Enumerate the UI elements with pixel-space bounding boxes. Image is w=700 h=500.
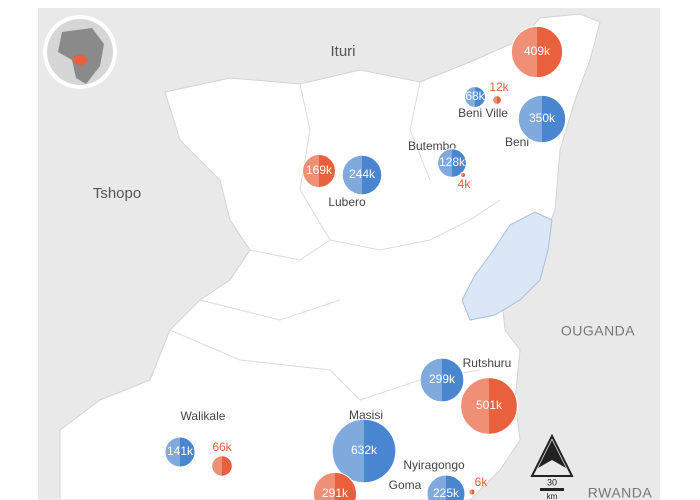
bubble-shade [420,358,442,402]
place-label: Beni Ville [458,106,508,120]
bubble-circle [426,474,466,500]
bubble-label: 128k [439,155,466,169]
province-area [59,13,601,500]
bubble-shade [342,155,362,195]
lake [461,211,553,321]
bubble-shade [468,488,472,496]
bubble-circle [468,488,476,496]
bubble: 244k [341,154,383,196]
bubble-circle [341,154,383,196]
bubble: 68k [464,86,486,108]
bubble-shade [518,95,542,143]
bubble-label: 350k [529,111,556,125]
bubble: 12k [489,80,510,105]
place-label: Goma [389,478,422,492]
bubble-label: 409k [524,44,551,58]
bubble-shade [492,95,497,105]
bubble: 501k [460,377,518,435]
bubble-label: 225k [433,486,460,500]
place-label: Beni [505,135,529,149]
bubble-circle [419,357,465,403]
bubble-circle [302,154,336,188]
place-label: Tshopo [93,185,141,202]
bubble: 66k [211,440,233,477]
bubble: 299k [419,357,465,403]
place-label: Rutshuru [463,356,512,370]
scale-value: 30 [547,477,557,487]
bubble-circle [510,25,564,79]
bubble-circle [331,418,397,484]
bubble: 291k [312,471,358,500]
bubble-circle [164,436,196,468]
bubble: 128k [437,148,467,178]
place-label: Walikale [181,409,226,423]
bubble-shade [460,172,463,178]
bubble-shade [464,86,475,108]
bubble-label: 141k [167,444,194,458]
bubble: 4k [458,171,472,191]
bubble-label: 299k [429,372,456,386]
bubble-shade [427,475,446,500]
bubble-circle [460,377,518,435]
place-label: Butembo [408,139,456,153]
bubble-circle [464,86,486,108]
place-label: Masisi [349,408,383,422]
place-label: Ituri [330,43,355,60]
bubble-shade [211,455,222,477]
bubble-shade [313,472,335,500]
bubble: 225k [426,474,466,500]
bubble-circle [459,171,467,179]
bubble-circle [517,94,567,144]
bubble-label: 68k [465,89,485,103]
north-frame [530,433,574,477]
scale-bar-segment [540,488,564,491]
bubble-label: 501k [476,398,503,412]
bubble-shade [302,154,319,188]
bubble-label: 6k [475,475,489,489]
north-arrow [538,440,566,468]
bubble-label: 66k [212,440,232,454]
place-label: Nyiragongo [403,458,465,472]
bubble-label: 291k [322,486,349,500]
bubble-shade [332,419,364,483]
bubble-label: 169k [306,163,333,177]
borders [169,81,501,401]
scale-unit: km [547,492,558,500]
bubble-label: 632k [351,443,378,457]
bubble: 350k [517,94,567,144]
bubble: 169k [302,154,336,188]
place-label: Lubero [328,195,366,209]
inset-highlight [74,54,88,66]
bubble: 6k [468,475,489,496]
bubble-shade [164,436,180,468]
bubble-label: 4k [458,177,472,191]
bubble-shade [511,26,537,78]
bubble-circle [312,471,358,500]
bubble-circle [437,148,467,178]
bubble: 409k [510,25,564,79]
bubble-label: 12k [489,80,509,94]
bubble: 141k [164,436,196,468]
bubble-shade [460,377,489,435]
scale-bar [530,433,574,477]
bubble: 632k [331,418,397,484]
bubble-shade [437,148,452,178]
bubble-circle [211,455,233,477]
bubble-label: 244k [349,167,376,181]
place-label: RWANDA [588,485,653,500]
place-label: OUGANDA [561,323,635,339]
bubble-circle [492,95,502,105]
